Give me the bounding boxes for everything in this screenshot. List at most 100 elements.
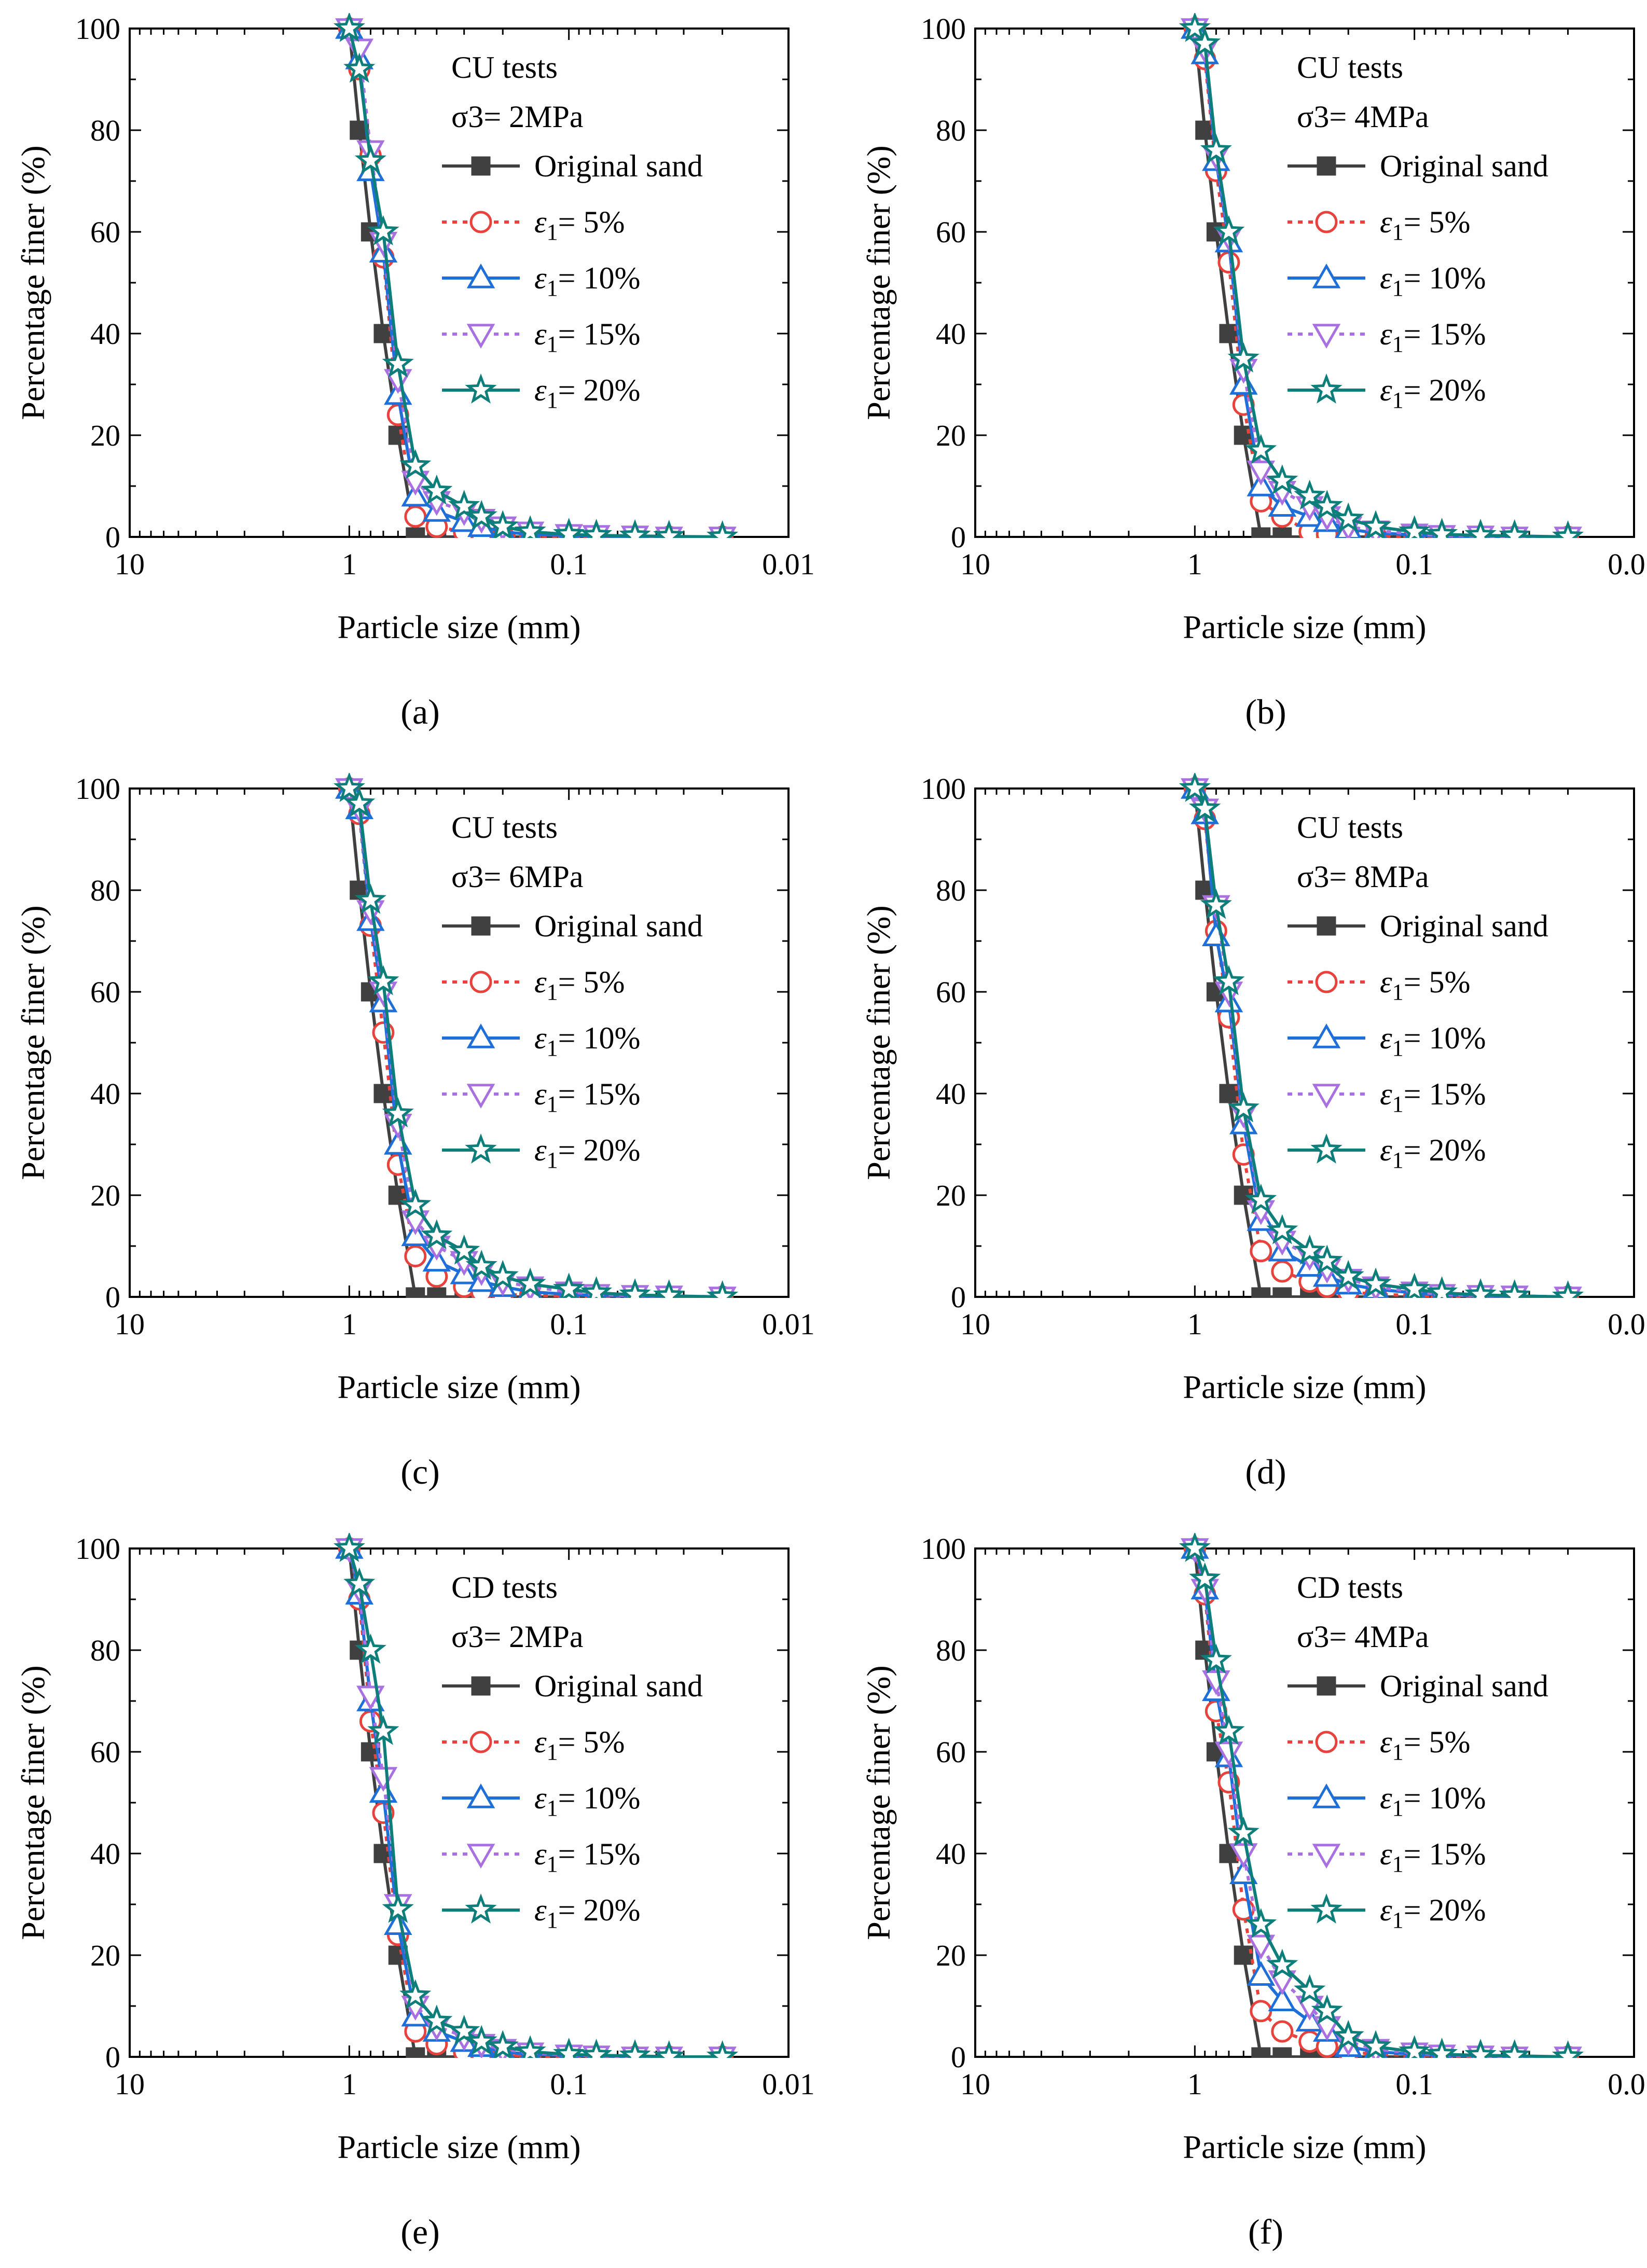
legend-label-sub: 1: [1392, 1091, 1404, 1117]
y-tick-label: 20: [936, 1179, 966, 1212]
legend-item: ε1= 10%: [442, 261, 640, 301]
data-point: [1247, 460, 1276, 486]
plot-area: [1179, 773, 1584, 1298]
data-point: [465, 500, 497, 530]
data-point: [1250, 1240, 1272, 1263]
legend-label-sub: 1: [547, 1035, 558, 1061]
x-tick-label: 10: [115, 547, 145, 581]
data-point: [343, 1567, 376, 1598]
legend-label-main: ε: [1380, 965, 1392, 999]
legend-item: Original sand: [1288, 149, 1548, 183]
data-point: [333, 773, 365, 802]
legend-item: ε1= 15%: [1288, 1077, 1486, 1117]
legend-label-sub: 1: [1392, 1795, 1404, 1821]
data-point: [1499, 2039, 1531, 2058]
data-point: [1202, 1670, 1230, 1695]
legend-item: ε1= 15%: [442, 317, 640, 357]
legend-title: CU tests: [1297, 50, 1403, 85]
legend-label: Original sand: [1380, 149, 1548, 183]
legend-label-tail: = 10%: [1404, 261, 1486, 295]
x-tick-label: 10: [115, 2067, 145, 2101]
y-tick-label: 100: [921, 1532, 966, 1566]
legend-label-main: ε: [1380, 1725, 1392, 1759]
data-point: [404, 505, 427, 528]
x-tick-label: 1: [1187, 1307, 1202, 1341]
legend-label-main: ε: [534, 261, 547, 295]
legend-label: ε1= 15%: [1380, 1077, 1486, 1117]
legend-item: ε1= 10%: [1288, 261, 1486, 301]
data-point: [399, 1188, 432, 1219]
y-tick-label: 40: [90, 1077, 120, 1111]
legend-swatch-marker: [465, 1133, 497, 1164]
legend-label-tail: = 5%: [558, 1725, 625, 1759]
data-point: [406, 527, 425, 538]
data-point: [382, 1097, 414, 1128]
y-tick-label: 40: [936, 317, 966, 351]
legend-label-main: Original sand: [1380, 1669, 1548, 1703]
data-point: [1552, 1280, 1584, 1298]
y-tick-label: 0: [951, 1280, 966, 1314]
data-point: [1425, 2037, 1458, 2058]
data-point: [1227, 1092, 1260, 1123]
legend-label-tail: = 20%: [558, 373, 641, 407]
legend-item: ε1= 5%: [1288, 205, 1470, 245]
legend-swatch-marker: [466, 1844, 495, 1869]
legend-label-main: ε: [534, 1893, 547, 1927]
legend-swatch-marker: [1315, 971, 1338, 993]
legend-label-main: ε: [534, 1781, 547, 1815]
legend-swatch-marker: [1317, 1676, 1336, 1696]
legend-label-tail: = 5%: [558, 205, 625, 239]
legend-label-main: ε: [534, 373, 547, 407]
legend-item: ε1= 20%: [1288, 1893, 1486, 1933]
legend-label-sub: 1: [547, 979, 558, 1005]
legend-label: ε1= 5%: [1380, 205, 1470, 245]
legend-title: CU tests: [451, 810, 558, 845]
legend-label: Original sand: [1380, 1669, 1548, 1703]
legend-item: ε1= 10%: [1288, 1021, 1486, 1061]
x-axis-title: Particle size (mm): [337, 2128, 580, 2165]
y-tick-label: 100: [75, 772, 120, 806]
legend-subtitle: σ3= 4MPa: [1297, 1620, 1429, 1654]
data-point: [1332, 502, 1364, 533]
data-point: [369, 1767, 398, 1792]
legend-label-main: Original sand: [534, 909, 703, 943]
legend-label-main: ε: [534, 205, 547, 239]
legend-swatch-marker: [1317, 916, 1336, 936]
data-point: [367, 215, 399, 245]
panel-label: (f): [1248, 2212, 1283, 2251]
data-point: [1266, 1214, 1298, 1244]
data-point: [404, 1245, 427, 1268]
y-axis-title: Percentage finer (%): [860, 1665, 897, 1940]
legend-swatch-marker: [1310, 1893, 1342, 1924]
legend-item: Original sand: [442, 149, 703, 183]
data-point: [1425, 1276, 1458, 1298]
legend-swatch-marker: [1312, 1844, 1341, 1869]
legend-label-sub: 1: [547, 388, 558, 413]
legend-title: CU tests: [451, 50, 558, 85]
y-tick-label: 80: [90, 874, 120, 907]
legend-swatch-marker: [469, 971, 492, 993]
y-tick-label: 0: [105, 2040, 120, 2074]
y-tick-label: 100: [75, 1532, 120, 1566]
y-tick-label: 80: [936, 114, 966, 147]
data-point: [448, 2014, 480, 2045]
legend-item: ε1= 20%: [1288, 1133, 1486, 1173]
legend-item: ε1= 10%: [442, 1781, 640, 1821]
data-point: [1229, 1843, 1258, 1869]
legend-label: Original sand: [1380, 909, 1548, 943]
data-point: [383, 1910, 412, 1935]
data-point: [1294, 1234, 1326, 1265]
legend-subtitle: σ3= 4MPa: [1297, 100, 1429, 134]
legend-item: ε1= 5%: [1288, 1725, 1470, 1765]
legend-item: ε1= 15%: [442, 1837, 640, 1877]
x-tick-label: 0.01: [1608, 2067, 1647, 2101]
data-point: [553, 517, 585, 538]
x-tick-label: 1: [342, 1307, 357, 1341]
legend-label-sub: 1: [1392, 1035, 1404, 1061]
data-point: [1266, 1948, 1298, 1979]
legend-title: CD tests: [1297, 1570, 1403, 1605]
data-point: [354, 1633, 386, 1664]
legend-label-sub: 1: [1392, 219, 1404, 245]
legend-label-main: ε: [534, 1021, 547, 1055]
data-point: [619, 2039, 651, 2058]
